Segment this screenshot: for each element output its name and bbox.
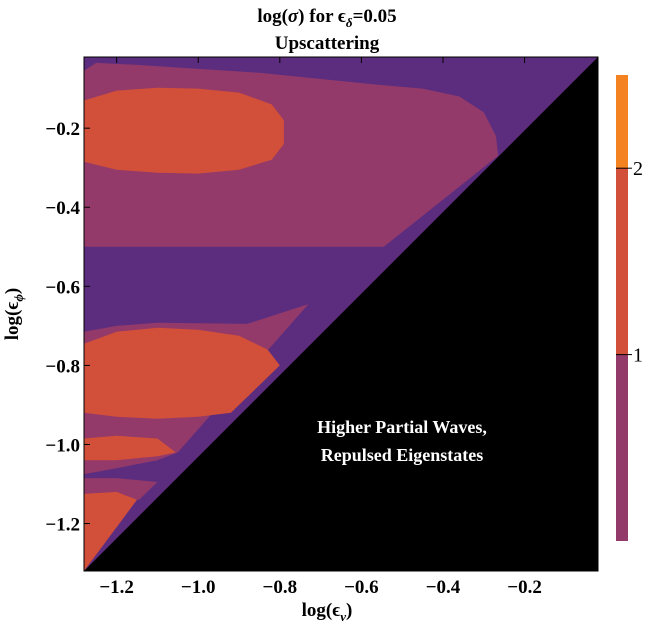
colorbar-segment-1	[616, 168, 628, 355]
contour-region-1-2-5	[84, 327, 280, 419]
x-tick-label: −0.4	[426, 577, 461, 598]
x-tick-label: −0.8	[263, 577, 298, 598]
x-axis: −1.2 −1.0 −0.8 −0.6 −0.4 −0.2	[99, 57, 542, 598]
colorbar-segment-0	[616, 354, 628, 541]
colorbar-segment-2	[616, 75, 628, 169]
contour-region-1-2-6	[84, 435, 176, 461]
plot-area: Higher Partial Waves, Repulsed Eigenstat…	[84, 57, 598, 571]
y-tick-label: −1.2	[45, 515, 80, 536]
colorbar-tick-label: 2	[633, 158, 643, 180]
excluded-region-label-line1: Higher Partial Waves,	[317, 417, 487, 437]
excluded-region	[84, 57, 598, 571]
colorbar-tick-label: 1	[633, 345, 643, 367]
colorbar: 12	[616, 75, 643, 541]
contour-region-1-2-7	[84, 491, 137, 571]
excluded-region-label-line2: Repulsed Eigenstates	[321, 445, 484, 465]
x-tick-label: −1.2	[99, 577, 134, 598]
contour-layers	[84, 57, 598, 571]
chart-title-line1: log(σ) for ϵδ=0.05	[257, 6, 396, 30]
y-tick-label: −0.4	[45, 198, 80, 219]
y-tick-label: −0.2	[45, 119, 80, 140]
contour-region-1-2-4	[84, 87, 284, 174]
y-axis-label: log(ϵϕ)	[2, 288, 26, 340]
x-tick-label: −1.0	[181, 577, 216, 598]
y-axis: −0.2 −0.4 −0.6 −0.8 −1.0 −1.2	[45, 119, 598, 536]
x-axis-label: log(ϵν)	[302, 600, 353, 624]
plot-frame	[83, 56, 599, 572]
y-tick-label: −1.0	[45, 435, 80, 456]
x-tick-label: −0.6	[344, 577, 379, 598]
x-tick-label: −0.2	[507, 577, 542, 598]
y-tick-label: −0.8	[45, 356, 80, 377]
chart-title-line2: Upscattering	[275, 33, 380, 54]
y-tick-label: −0.6	[45, 277, 80, 298]
